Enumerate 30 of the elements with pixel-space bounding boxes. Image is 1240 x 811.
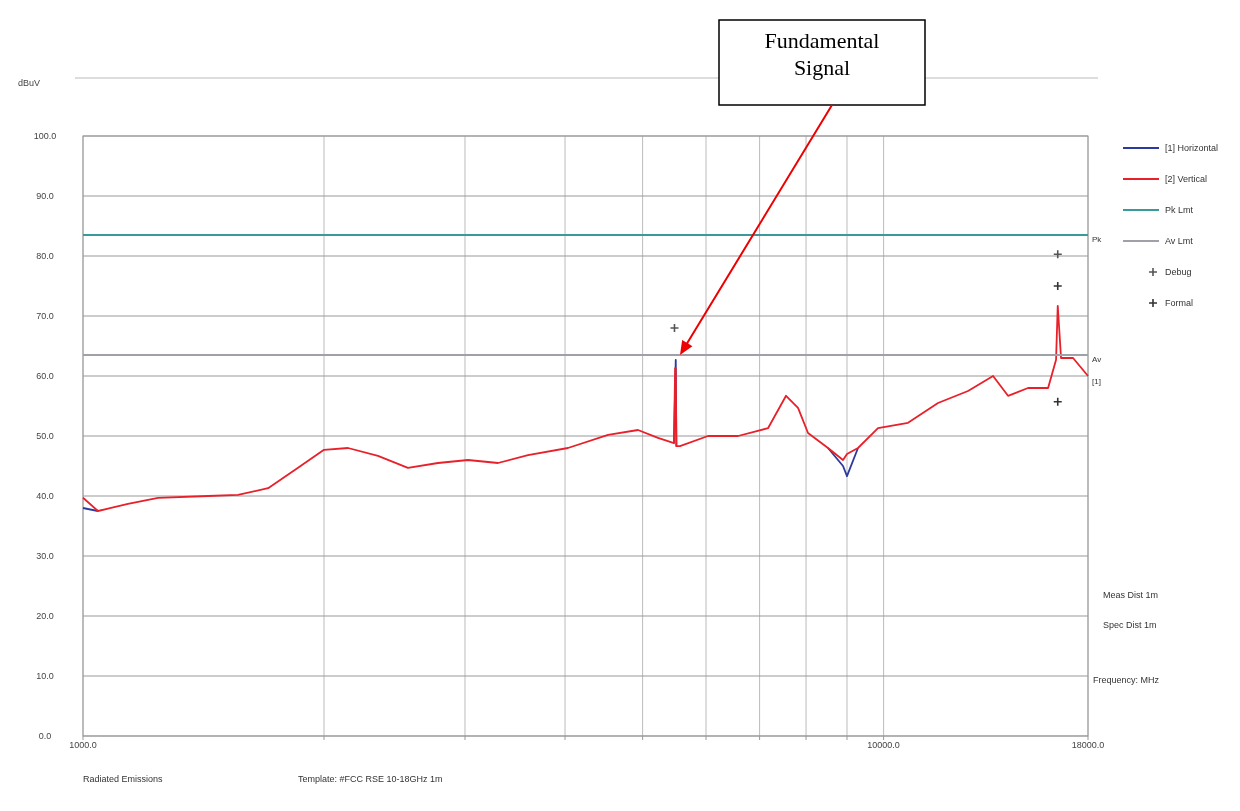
text: Pk: [1092, 235, 1103, 244]
text: Radiated Emissions: [83, 774, 164, 784]
text: Fundamental Signal: [764, 28, 880, 80]
y-tick-label: 100.0: [33, 131, 57, 142]
y-tick-label: 50.0: [36, 431, 54, 442]
x-tick-label: 18000.0: [1071, 740, 1105, 750]
legend-label: Pk Lmt: [1165, 205, 1194, 216]
legend-label: [2] Vertical: [1165, 174, 1208, 185]
text: Spec Dist 1m: [1103, 620, 1157, 630]
y-tick-label: 60.0: [36, 371, 54, 382]
text: Meas Dist 1m: [1103, 590, 1159, 600]
y-tick-label: 70.0: [36, 311, 54, 322]
legend-label: [1] Horizontal: [1165, 143, 1219, 154]
x-tick-label: 10000.0: [867, 740, 900, 750]
y-tick-label: 30.0: [36, 551, 54, 562]
y-tick-label: 40.0: [36, 491, 54, 502]
text: Frequency: MHz: [1093, 675, 1160, 685]
text: Template: #FCC RSE 10-18GHz 1m: [298, 774, 443, 784]
y-tick-label: 0.0: [38, 731, 52, 742]
text: Av: [1092, 355, 1102, 364]
legend-label: Formal: [1165, 298, 1194, 309]
y-tick-label: 20.0: [36, 611, 54, 622]
y-axis-title: dBuV: [18, 78, 41, 88]
y-tick-label: 90.0: [36, 191, 54, 202]
text: [1]: [1092, 377, 1101, 386]
y-tick-label: 10.0: [36, 671, 54, 682]
legend-label: Debug: [1165, 267, 1192, 278]
x-tick-label: 1000.0: [69, 740, 97, 750]
y-tick-label: 80.0: [36, 251, 54, 262]
legend-label: Av Lmt: [1165, 236, 1194, 247]
